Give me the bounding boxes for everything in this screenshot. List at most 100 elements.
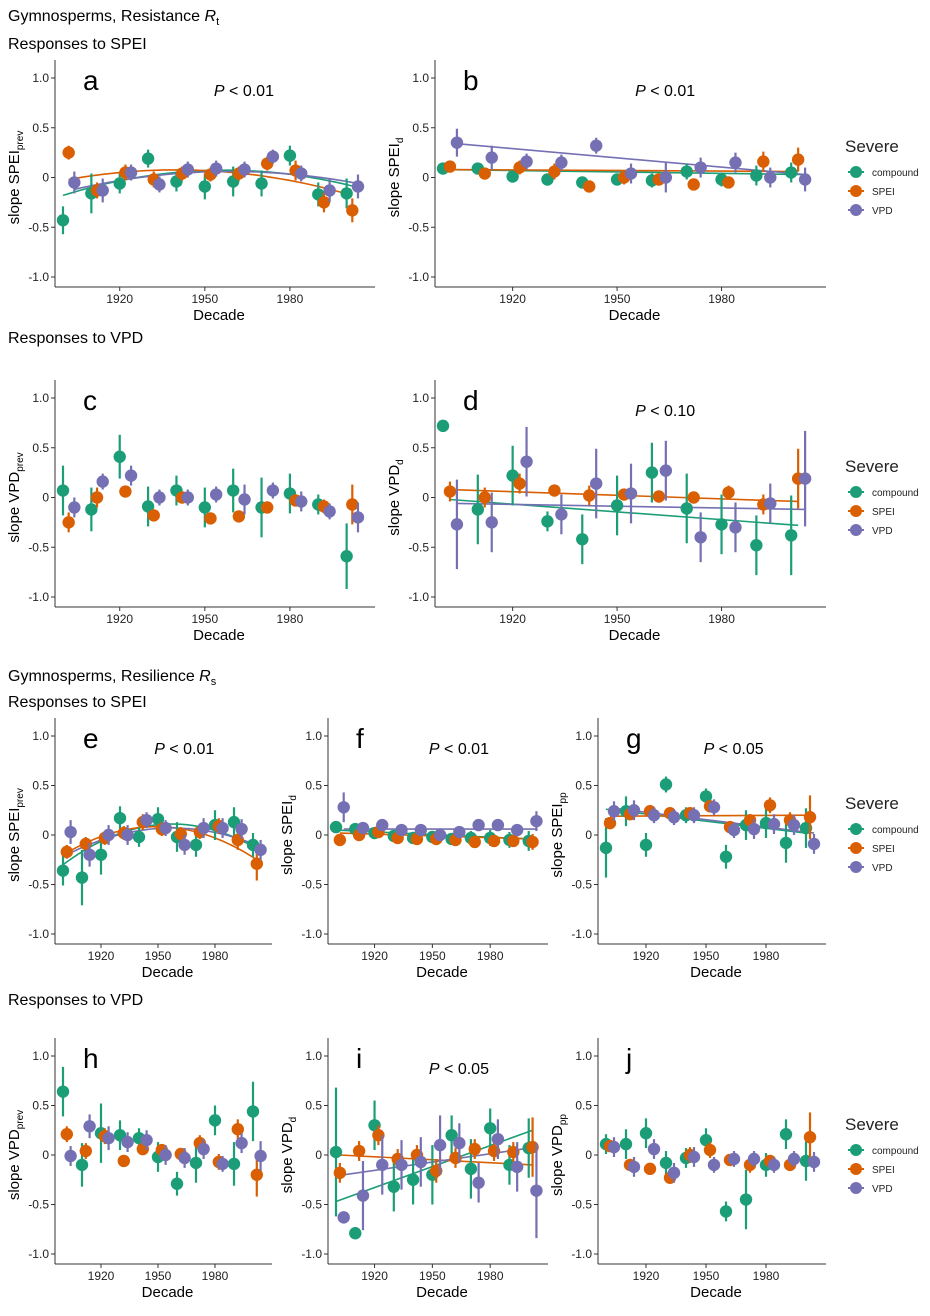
point-vpd [627, 804, 641, 817]
x-tick-label: 1950 [693, 1269, 720, 1283]
y-tick-label: -0.5 [571, 878, 592, 892]
point-spei [352, 1144, 366, 1158]
point-compound [445, 1129, 458, 1142]
point-spei [757, 155, 770, 168]
point-spei [117, 1154, 130, 1168]
point-vpd [266, 484, 280, 497]
point-compound [639, 838, 653, 852]
panel-label: g [626, 723, 642, 754]
point-compound [75, 1158, 89, 1172]
x-tick-label: 1950 [693, 949, 720, 963]
point-vpd [216, 821, 229, 835]
point-vpd [351, 511, 365, 524]
x-tick-label: 1950 [191, 612, 218, 626]
p-value-label: P < 0.05 [429, 1061, 489, 1078]
point-compound [541, 173, 554, 186]
point-vpd [356, 821, 370, 835]
point-compound [198, 501, 212, 514]
y-tick-label: 1.0 [32, 391, 49, 405]
legend-key-compound [850, 486, 862, 498]
x-tick-label: 1920 [499, 612, 526, 626]
section-title-resilience: Gymnosperms, Resilience Rs [8, 668, 216, 688]
y-tick-label: 1.0 [575, 1049, 592, 1063]
point-vpd [694, 161, 707, 174]
point-compound [170, 1177, 184, 1190]
point-vpd [159, 821, 172, 835]
point-compound [226, 484, 240, 497]
point-vpd [178, 1151, 191, 1165]
legend-key-vpd [850, 1182, 862, 1194]
panel-label: d [463, 385, 479, 416]
point-vpd [124, 166, 138, 179]
point-vpd [453, 825, 466, 839]
point-compound [56, 214, 70, 227]
point-vpd [764, 497, 777, 510]
point-compound [208, 1114, 222, 1127]
point-vpd [178, 838, 191, 852]
point-spei [643, 1162, 657, 1176]
point-vpd [687, 1150, 701, 1164]
y-tick-label: 0 [422, 171, 429, 185]
point-vpd [124, 469, 138, 482]
point-vpd [395, 1158, 408, 1172]
legend-key-compound [850, 166, 862, 178]
point-vpd [159, 1148, 172, 1162]
point-spei [346, 498, 359, 511]
point-spei [803, 1130, 817, 1144]
legend-label-compound: compound [872, 825, 919, 836]
point-compound [699, 790, 713, 803]
x-tick-label: 1950 [604, 612, 631, 626]
point-compound [85, 503, 98, 516]
point-spei [722, 486, 735, 499]
point-compound [189, 1156, 203, 1170]
point-vpd [687, 809, 701, 822]
y-tick-label: -0.5 [571, 1198, 592, 1212]
point-vpd [694, 531, 707, 544]
point-spei [507, 834, 520, 848]
y-axis-label: slope SPEIprev [6, 131, 26, 225]
point-vpd [376, 1158, 389, 1172]
point-vpd [491, 818, 505, 832]
point-compound [141, 152, 155, 165]
point-vpd [140, 1133, 153, 1147]
point-vpd [659, 171, 673, 184]
point-spei [443, 160, 457, 173]
point-compound [750, 539, 763, 552]
point-spei [62, 146, 75, 159]
x-tick-label: 1980 [277, 292, 304, 306]
point-vpd [153, 491, 166, 504]
point-spei [763, 799, 777, 812]
x-tick-label: 1920 [88, 949, 115, 963]
legend-key-spei [850, 842, 862, 854]
point-vpd [747, 1152, 761, 1166]
y-tick-label: -1.0 [301, 927, 322, 941]
point-vpd [181, 491, 194, 504]
y-tick-label: 0.5 [575, 1099, 592, 1113]
y-tick-label: -1.0 [571, 1247, 592, 1261]
point-vpd [767, 817, 781, 831]
point-compound [132, 830, 146, 844]
point-compound [599, 841, 613, 855]
panel-label: b [463, 65, 479, 96]
point-vpd [433, 1138, 447, 1152]
y-tick-label: -1.0 [28, 927, 49, 941]
p-value-label: P < 0.01 [429, 741, 489, 758]
point-vpd [727, 1152, 741, 1166]
point-vpd [472, 818, 485, 832]
panel-label: i [356, 1043, 362, 1074]
point-compound [246, 1105, 260, 1118]
legend-label-spei: SPEI [872, 187, 895, 198]
point-spei [79, 1144, 93, 1158]
y-tick-label: 0 [315, 828, 322, 842]
x-tick-label: 1950 [191, 292, 218, 306]
x-tick-label: 1950 [145, 1269, 172, 1283]
point-spei [583, 180, 596, 193]
p-value-label: P < 0.05 [704, 741, 764, 758]
point-vpd [530, 1184, 543, 1197]
point-vpd [520, 455, 533, 468]
point-spei [119, 485, 132, 498]
y-tick-label: -1.0 [28, 590, 49, 604]
y-axis-label: slope SPEIpp [549, 792, 569, 878]
y-tick-label: 1.0 [412, 391, 429, 405]
